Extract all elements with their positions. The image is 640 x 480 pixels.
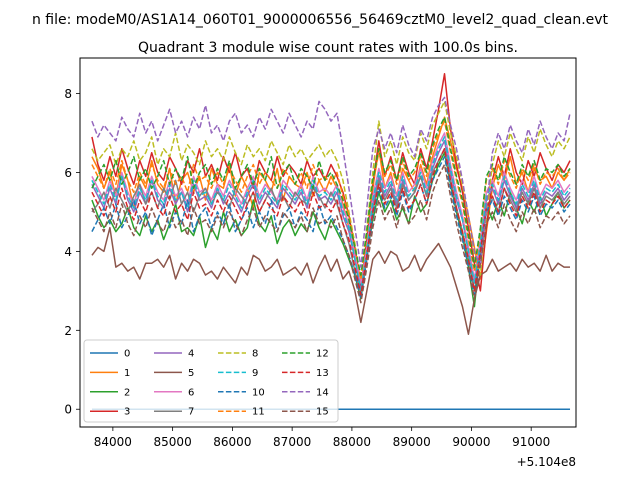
legend-entry-13: 13 — [282, 368, 329, 379]
legend-label: 4 — [188, 349, 194, 360]
legend-entry-6: 6 — [154, 387, 194, 398]
y-tick-label: 2 — [64, 324, 72, 338]
legend-entry-12: 12 — [282, 349, 329, 360]
series-line-8 — [91, 100, 571, 280]
figure-suptitle: n file: modeM0/AS1A14_060T01_9000006556_… — [32, 12, 609, 28]
legend-label: 11 — [252, 407, 265, 418]
legend-entry-4: 4 — [154, 349, 194, 360]
x-axis-offset-label: +5.104e8 — [517, 455, 576, 469]
series-line-3 — [91, 73, 571, 292]
legend-entry-5: 5 — [154, 368, 194, 379]
legend-label: 7 — [188, 407, 194, 418]
series-line-13 — [91, 148, 571, 296]
x-tick-label: 87000 — [273, 435, 311, 449]
legend-entry-2: 2 — [90, 387, 130, 398]
series-line-15 — [91, 163, 571, 304]
legend-label: 10 — [252, 387, 265, 398]
legend-label: 3 — [124, 407, 130, 418]
y-tick-label: 4 — [64, 245, 72, 259]
x-tick-label: 85000 — [154, 435, 192, 449]
legend-label: 9 — [252, 368, 258, 379]
legend-label: 15 — [316, 407, 329, 418]
legend-entry-15: 15 — [282, 407, 329, 418]
series-line-7 — [91, 148, 571, 296]
legend-label: 14 — [316, 387, 329, 398]
legend-entry-10: 10 — [218, 387, 265, 398]
legend-entry-3: 3 — [90, 407, 130, 418]
legend-box — [83, 339, 339, 423]
legend-entry-11: 11 — [218, 407, 265, 418]
x-tick-label: 90000 — [452, 435, 490, 449]
axes-frame — [79, 57, 577, 428]
series-line-10 — [91, 155, 571, 300]
legend-entry-7: 7 — [154, 407, 194, 418]
legend-entry-14: 14 — [282, 387, 329, 398]
y-tick-label: 8 — [64, 87, 72, 101]
series-line-9 — [91, 136, 571, 292]
series-line-14 — [91, 96, 571, 268]
legend-label: 12 — [316, 349, 329, 360]
x-tick-label: 84000 — [94, 435, 132, 449]
legend-entry-8: 8 — [218, 349, 258, 360]
legend-label: 13 — [316, 368, 329, 379]
x-axis: 84000 85000 86000 87000 88000 89000 90000 91000 — [94, 427, 550, 449]
legend-entry-0: 0 — [90, 349, 130, 360]
y-tick-label: 6 — [64, 166, 72, 180]
x-tick-label: 89000 — [393, 435, 431, 449]
legend-label: 0 — [124, 349, 130, 360]
x-tick-label: 88000 — [333, 435, 371, 449]
chart-title: Quadrant 3 module wise count rates with … — [138, 40, 518, 56]
y-tick-label: 0 — [64, 403, 72, 417]
series-layer — [91, 73, 571, 410]
y-axis: 0 2 4 6 8 — [64, 87, 80, 417]
x-tick-label: 86000 — [213, 435, 251, 449]
legend-entry-9: 9 — [218, 368, 258, 379]
series-line-5 — [91, 226, 571, 336]
x-tick-label: 91000 — [512, 435, 550, 449]
legend-label: 5 — [188, 368, 194, 379]
legend-label: 1 — [124, 368, 130, 379]
legend-label: 6 — [188, 387, 194, 398]
legend-label: 8 — [252, 349, 258, 360]
legend-label: 2 — [124, 387, 130, 398]
series-line-6 — [91, 132, 571, 284]
legend-entry-1: 1 — [90, 368, 130, 379]
